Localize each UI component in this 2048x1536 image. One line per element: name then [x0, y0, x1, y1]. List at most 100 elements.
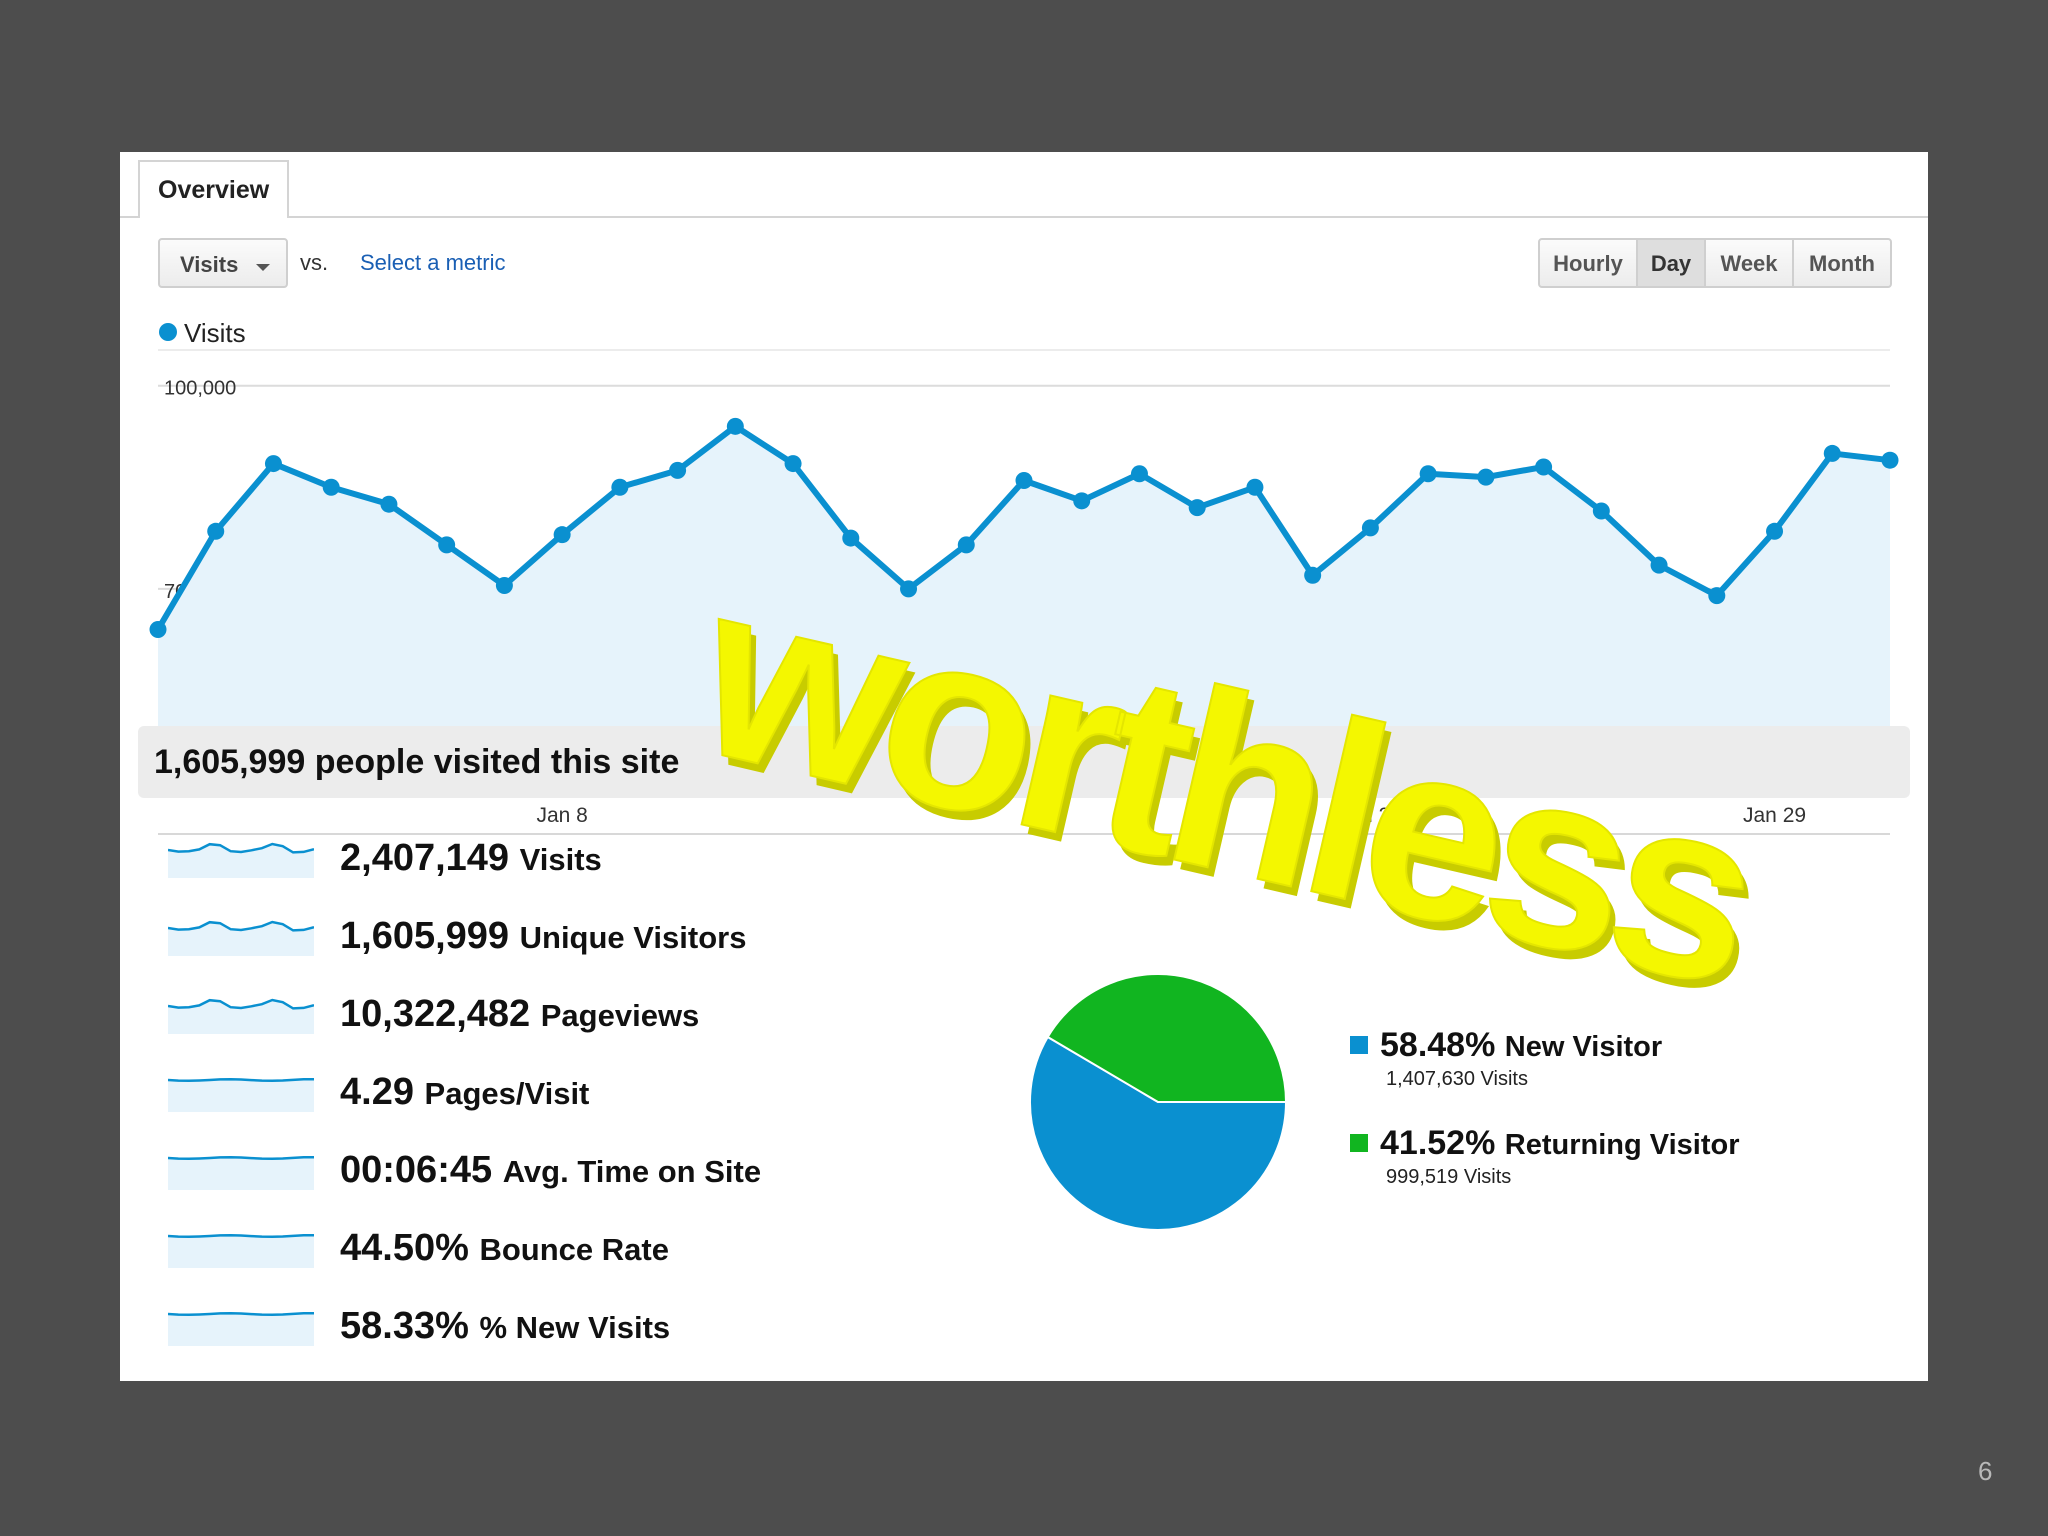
- legend-dot: [159, 323, 177, 341]
- sparkline[interactable]: [168, 1224, 314, 1268]
- granularity-month-button[interactable]: Month: [1792, 238, 1892, 288]
- data-point[interactable]: [322, 478, 340, 496]
- data-point[interactable]: [1881, 451, 1899, 469]
- tab-overview[interactable]: Overview: [138, 160, 290, 218]
- data-point[interactable]: [1823, 444, 1841, 462]
- legend-swatch-new: [1350, 1036, 1368, 1054]
- x-tick-label: Jan 22: [1339, 804, 1402, 827]
- sparkline[interactable]: [168, 834, 314, 878]
- granularity-hourly-button[interactable]: Hourly: [1538, 238, 1638, 288]
- data-point[interactable]: [957, 536, 975, 554]
- granularity-week-button[interactable]: Week: [1704, 238, 1794, 288]
- data-point[interactable]: [669, 461, 687, 479]
- data-point[interactable]: [726, 417, 744, 435]
- y-tick-label: 100,000: [164, 378, 236, 400]
- data-point[interactable]: [1592, 502, 1610, 520]
- stat-row: 00:06:45 Avg. Time on Site: [168, 1140, 928, 1200]
- legend-pct: 41.52% Returning Visitor: [1380, 1120, 1740, 1168]
- sparkline-area: [168, 1079, 314, 1112]
- stat-row: 2,407,149 Visits: [168, 828, 928, 888]
- legend-percent: 58.48%: [1380, 1026, 1496, 1064]
- data-point[interactable]: [611, 478, 629, 496]
- stat-label: Pages/Visit: [424, 1076, 590, 1111]
- data-point[interactable]: [438, 536, 456, 554]
- stat-row: 58.33% % New Visits: [168, 1296, 928, 1356]
- sparkline[interactable]: [168, 1146, 314, 1190]
- sparkline-line: [168, 998, 314, 1010]
- granularity-day-button[interactable]: Day: [1636, 238, 1706, 288]
- sparkline[interactable]: [168, 990, 314, 1034]
- sparkline-line: [168, 1155, 314, 1161]
- data-point[interactable]: [495, 576, 513, 594]
- stat-label: Avg. Time on Site: [502, 1154, 762, 1189]
- data-point[interactable]: [149, 620, 167, 638]
- visits-area: [158, 426, 1890, 792]
- stat-value: 58.33% % New Visits: [340, 1302, 670, 1352]
- x-tick-label: Jan 8: [536, 804, 587, 827]
- stat-row: 1,605,999 Unique Visitors: [168, 906, 928, 966]
- data-point[interactable]: [1766, 522, 1784, 540]
- summary-headline: 1,605,999 people visited this site: [138, 726, 1910, 798]
- data-point[interactable]: [1130, 465, 1148, 483]
- sparkline-line: [168, 1233, 314, 1239]
- stat-number: 10,322,482: [340, 993, 531, 1035]
- select-metric-link[interactable]: Select a metric: [360, 250, 506, 275]
- stat-value: 00:06:45 Avg. Time on Site: [340, 1146, 761, 1196]
- sparkline-line: [168, 1077, 314, 1083]
- worthless-overlay: worthless worthless: [676, 526, 1780, 1047]
- legend-label: Visits: [184, 318, 246, 348]
- data-point[interactable]: [1650, 556, 1668, 574]
- tab-bar: Overview: [120, 152, 1928, 218]
- stat-number: 4.29: [340, 1071, 414, 1113]
- slide-number: 6: [1978, 1456, 1993, 1486]
- sparkline-area: [168, 922, 314, 956]
- x-tick-label: Jan 29: [1743, 804, 1806, 827]
- analytics-screenshot: Overview Visits vs. Select a metric Hour…: [120, 152, 1928, 1381]
- data-point[interactable]: [1304, 566, 1322, 584]
- data-point[interactable]: [784, 455, 802, 473]
- pie-slice-new-visitor[interactable]: [1029, 1035, 1288, 1231]
- stat-row: 44.50% Bounce Rate: [168, 1218, 928, 1278]
- sparkline-line: [168, 842, 314, 854]
- sparkline-area: [168, 1000, 314, 1034]
- sparkline[interactable]: [168, 912, 314, 956]
- stat-value: 2,407,149 Visits: [340, 834, 602, 884]
- data-point[interactable]: [1246, 478, 1264, 496]
- chevron-down-icon: [256, 264, 270, 271]
- sparkline[interactable]: [168, 1068, 314, 1112]
- data-point[interactable]: [1073, 492, 1091, 510]
- stat-number: 2,407,149: [340, 837, 510, 879]
- stat-row: 10,322,482 Pageviews: [168, 984, 928, 1044]
- sparkline[interactable]: [168, 1302, 314, 1346]
- pie-slice-returning-visitor[interactable]: [1046, 973, 1288, 1103]
- stat-value: 44.50% Bounce Rate: [340, 1224, 669, 1274]
- data-point[interactable]: [842, 529, 860, 547]
- stat-value: 4.29 Pages/Visit: [340, 1068, 589, 1118]
- metric-dropdown[interactable]: Visits: [158, 238, 288, 288]
- stat-number: 00:06:45: [340, 1149, 493, 1191]
- data-point[interactable]: [1477, 468, 1495, 486]
- data-point[interactable]: [1419, 465, 1437, 483]
- stat-number: 44.50%: [340, 1227, 469, 1269]
- legend-percent: 41.52%: [1380, 1124, 1496, 1162]
- data-point[interactable]: [1361, 519, 1379, 537]
- data-point[interactable]: [380, 495, 398, 513]
- stat-value: 10,322,482 Pageviews: [340, 990, 699, 1040]
- sparkline-area: [168, 844, 314, 878]
- data-point[interactable]: [207, 522, 225, 540]
- data-point[interactable]: [553, 526, 571, 544]
- sparkline-area: [168, 1235, 314, 1268]
- data-point[interactable]: [1188, 499, 1206, 517]
- data-point[interactable]: [264, 455, 282, 473]
- sparkline-line: [168, 1311, 314, 1317]
- data-point[interactable]: [900, 580, 918, 598]
- legend-visits: 1,407,630 Visits: [1386, 1068, 1528, 1090]
- legend-pct: 58.48% New Visitor: [1380, 1022, 1662, 1070]
- legend-swatch-returning: [1350, 1134, 1368, 1152]
- data-point[interactable]: [1535, 458, 1553, 476]
- metric-dropdown-label: Visits: [180, 252, 239, 277]
- pie-chart: [1029, 973, 1288, 1231]
- data-point[interactable]: [1015, 472, 1033, 490]
- stat-label: % New Visits: [479, 1310, 671, 1345]
- data-point[interactable]: [1708, 587, 1726, 605]
